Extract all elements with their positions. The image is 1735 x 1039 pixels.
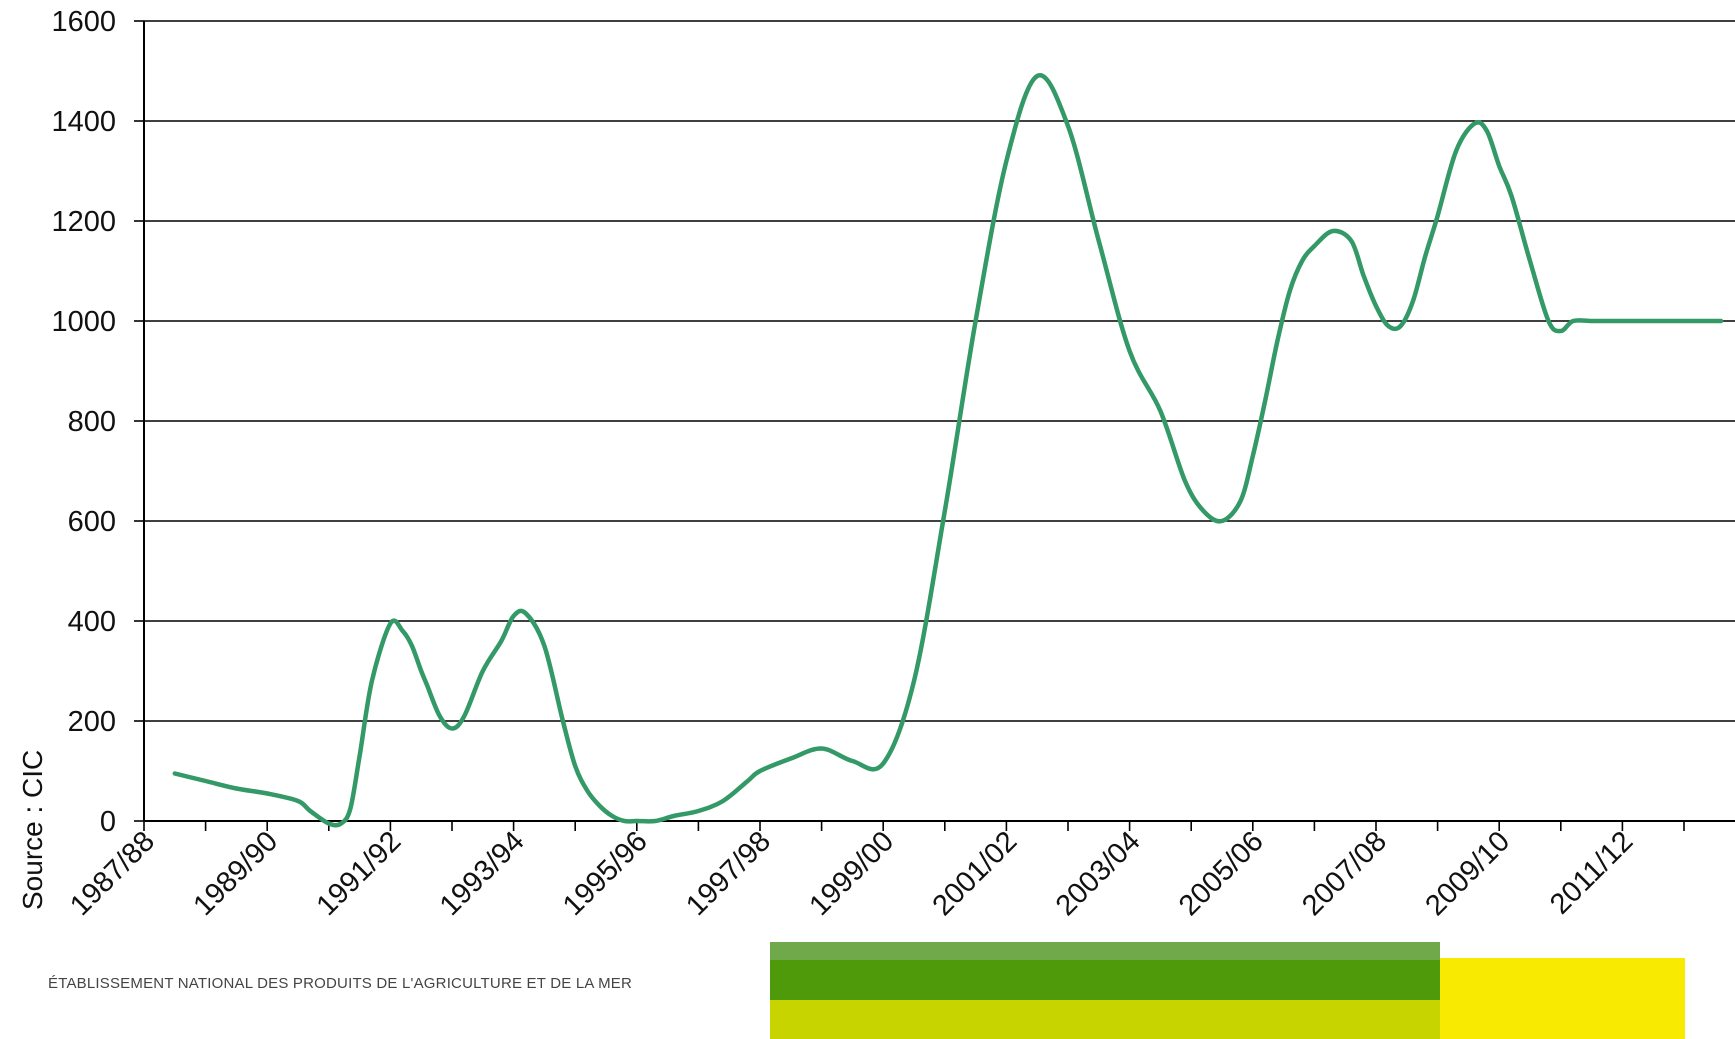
x-tick-label: 1995/96	[557, 825, 654, 922]
x-tick-label: 1993/94	[434, 825, 531, 922]
x-tick-label: 2001/02	[927, 825, 1024, 922]
footer-band-green-top	[770, 942, 1440, 962]
y-tick-label: 800	[68, 406, 116, 438]
x-tick-label: 2005/06	[1173, 825, 1270, 922]
x-tick-label: 1997/98	[680, 825, 777, 922]
x-tick-label: 2003/04	[1050, 825, 1147, 922]
x-tick-labels: 1987/88 1989/90 1991/92 1993/94 1995/96 1997/…	[64, 825, 1639, 922]
y-tick-label: 1600	[51, 6, 116, 38]
x-tick-label: 1991/92	[311, 825, 408, 922]
footer-band-green	[770, 960, 1440, 1000]
source-label: Source : CIC	[17, 750, 48, 910]
footer-organization-text: ÉTABLISSEMENT NATIONAL DES PRODUITS DE L…	[48, 975, 633, 992]
y-tick-label: 1400	[51, 106, 116, 138]
y-tick-labels: 0 200 400 600 800 1000 1200 1400 1600	[51, 6, 116, 838]
y-tick-label: 1200	[51, 206, 116, 238]
y-tick-label: 600	[68, 506, 116, 538]
grid-lines	[144, 20, 1735, 722]
axes	[134, 20, 1735, 831]
series-line	[172, 73, 1724, 828]
footer-band-yellow	[1440, 958, 1685, 1039]
y-tick-label: 0	[100, 806, 116, 838]
x-tick-label: 2009/10	[1419, 825, 1516, 922]
x-tick-label: 2011/12	[1544, 825, 1639, 920]
x-tick-label: 1999/00	[803, 825, 900, 922]
x-tick-label: 2007/08	[1296, 825, 1393, 922]
y-tick-label: 200	[68, 706, 116, 738]
y-tick-label: 1000	[51, 306, 116, 338]
x-tick-label: 1987/88	[64, 825, 161, 922]
y-tick-label: 400	[68, 606, 116, 638]
footer-band-lime	[770, 1000, 1440, 1039]
x-tick-label: 1989/90	[187, 825, 284, 922]
